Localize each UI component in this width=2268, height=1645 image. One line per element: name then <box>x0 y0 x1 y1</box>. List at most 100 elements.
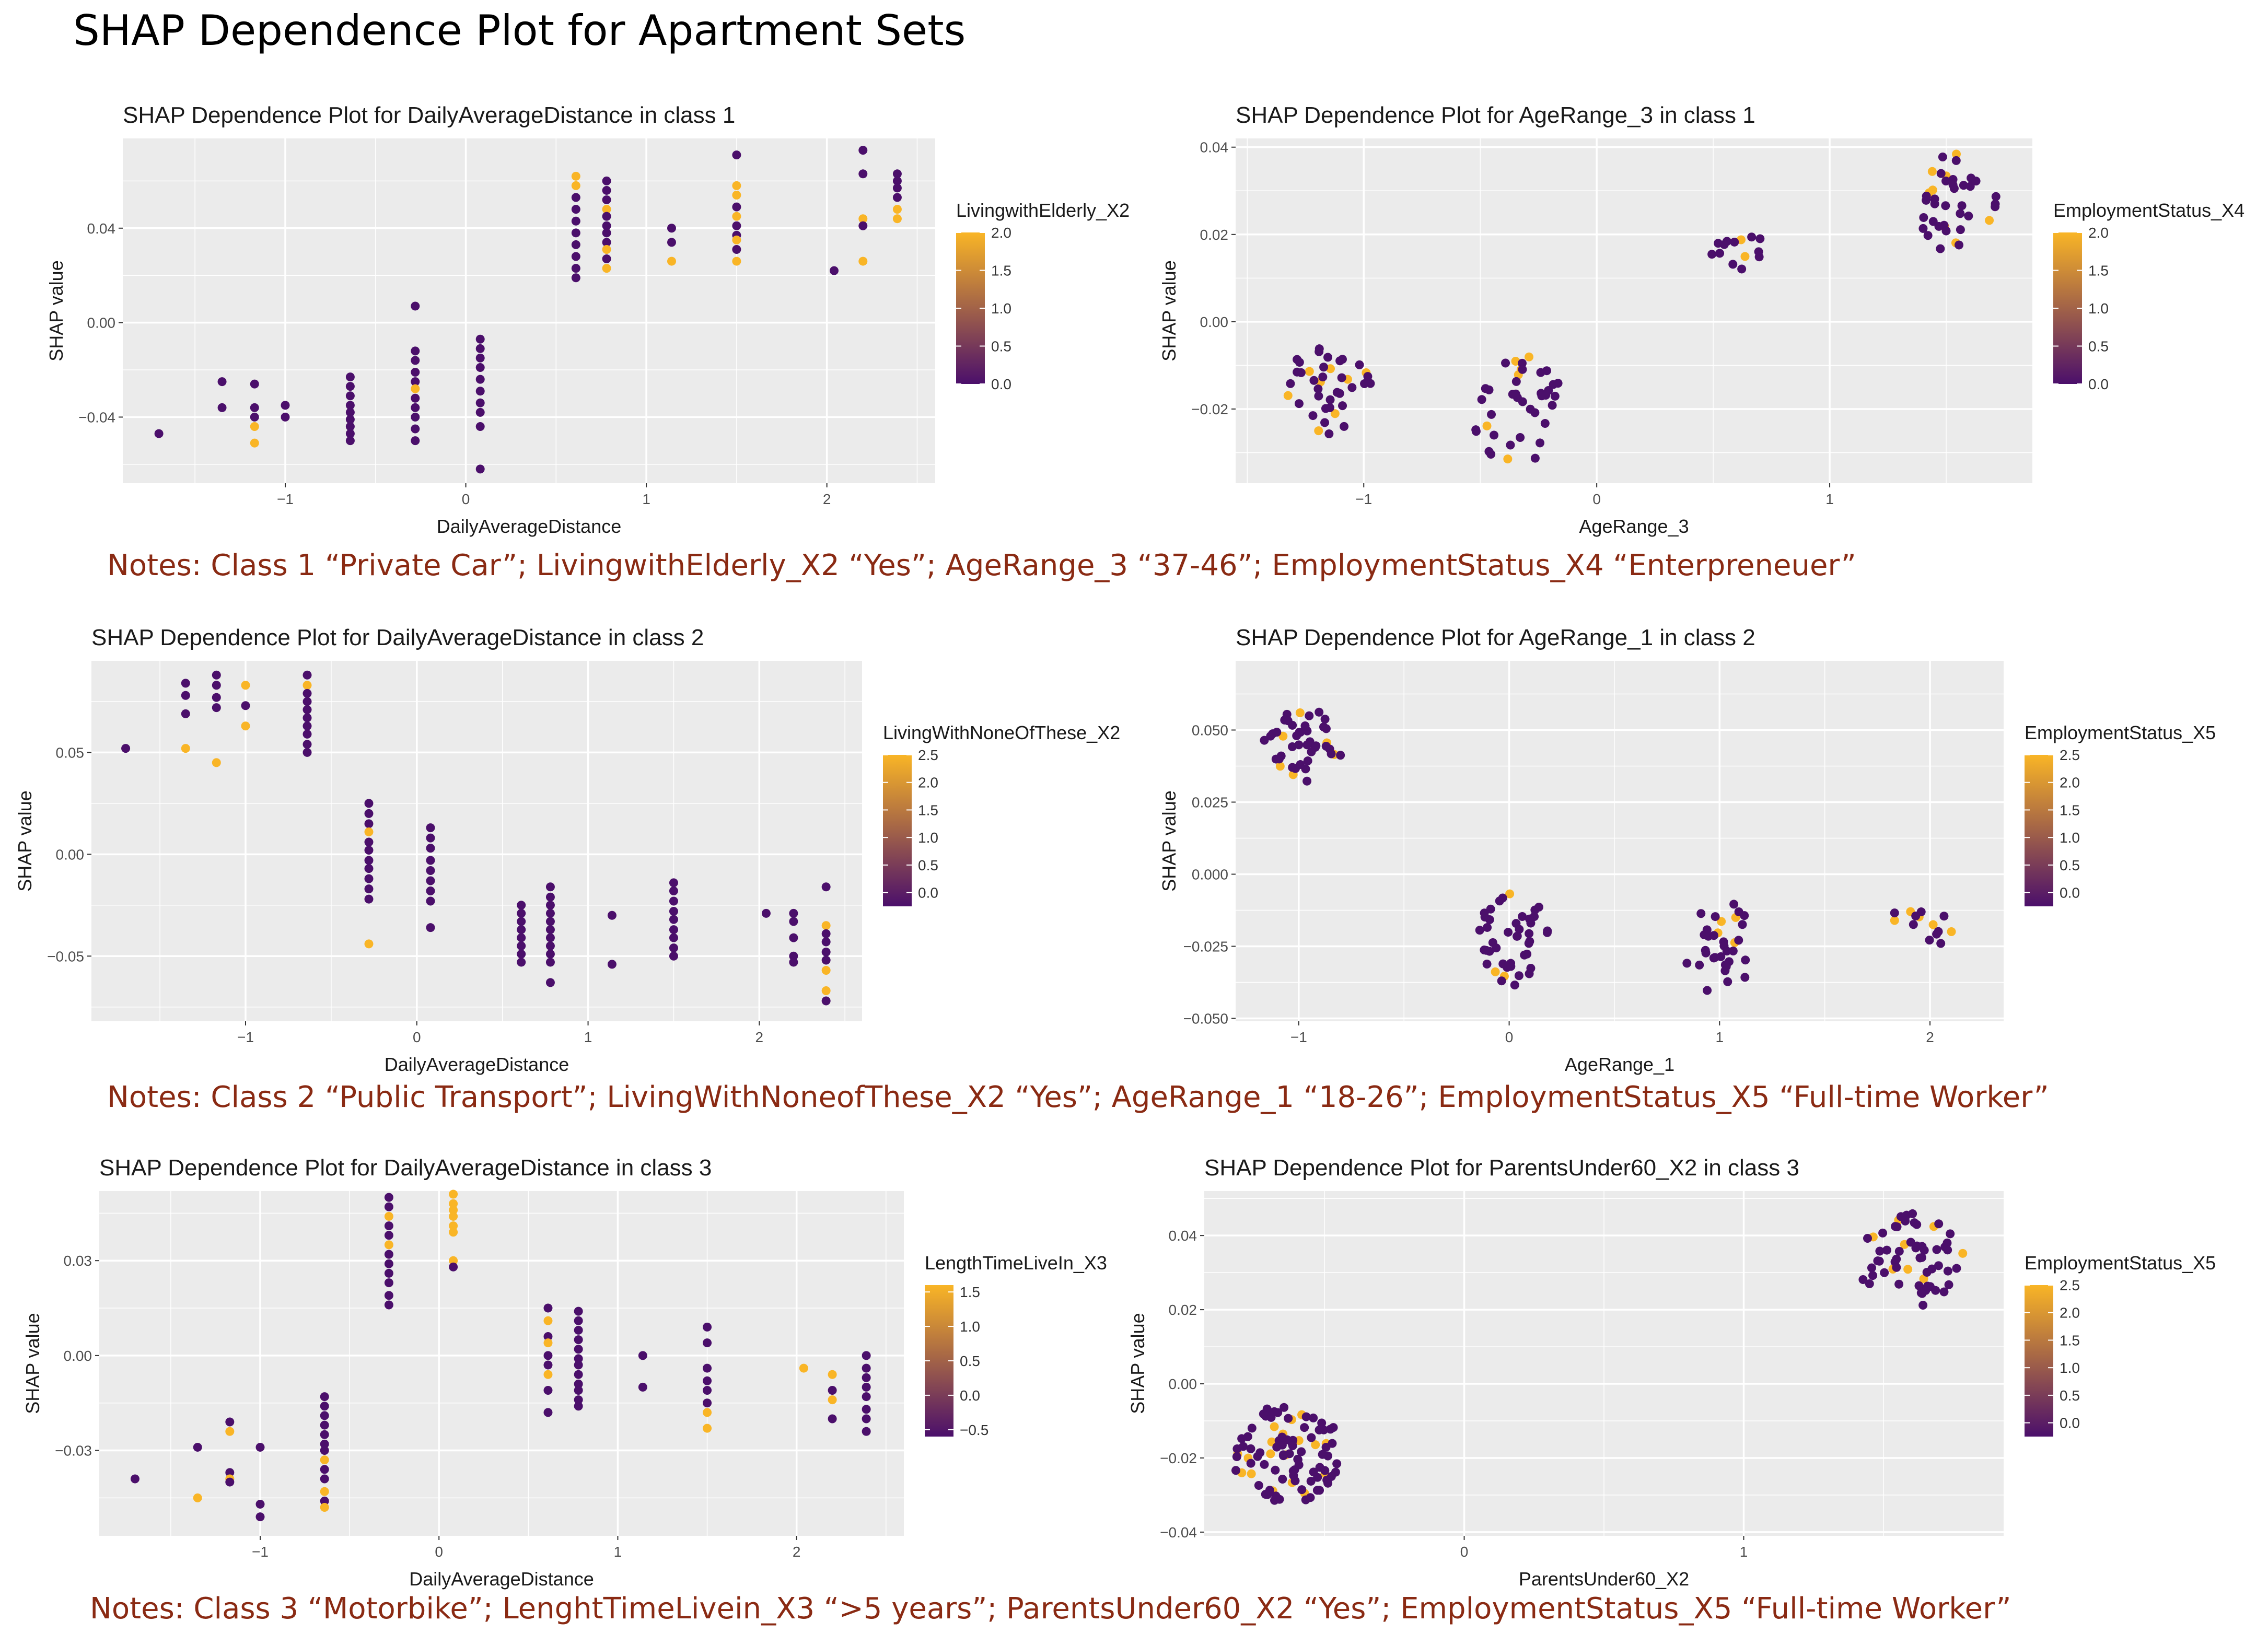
chart-class1-daily-distance: SHAP Dependence Plot for DailyAverageDis… <box>5 99 1155 549</box>
scatter-plot-svg: SHAP Dependence Plot for DailyAverageDis… <box>45 102 1130 537</box>
data-point <box>1715 249 1725 258</box>
data-point <box>1283 391 1293 400</box>
data-point <box>1318 1450 1327 1459</box>
data-point <box>1525 929 1534 938</box>
data-point <box>1892 1222 1902 1232</box>
data-point <box>1337 373 1346 382</box>
legend-tick-label: 0.0 <box>2088 376 2109 392</box>
x-tick-label: −1 <box>1290 1029 1307 1045</box>
data-point <box>862 1363 871 1373</box>
data-point <box>303 729 312 739</box>
data-point <box>364 864 374 873</box>
data-point <box>1927 167 1937 176</box>
data-point <box>475 387 485 396</box>
data-point <box>1340 422 1349 431</box>
legend-colorbar <box>2025 1285 2053 1437</box>
data-point <box>821 947 831 956</box>
data-point <box>217 403 227 412</box>
legend-tick-label: 1.0 <box>2060 830 2080 846</box>
data-point <box>1260 1460 1269 1469</box>
data-point <box>250 412 259 422</box>
data-point <box>1526 964 1536 973</box>
data-point <box>1955 240 1964 250</box>
plot-title: SHAP Dependence Plot for DailyAverageDis… <box>123 102 735 128</box>
data-point <box>1270 1422 1279 1431</box>
data-point <box>1480 912 1490 921</box>
data-point <box>1867 1263 1876 1273</box>
data-point <box>384 1231 393 1240</box>
data-point <box>799 1363 808 1373</box>
data-point <box>411 436 420 446</box>
data-point <box>571 193 580 202</box>
data-point <box>732 202 741 212</box>
data-point <box>545 901 555 910</box>
data-point <box>1294 740 1304 750</box>
data-point <box>602 195 611 205</box>
y-tick-label: 0.050 <box>1192 722 1228 738</box>
data-point <box>892 193 902 202</box>
x-tick-label: 1 <box>642 491 650 507</box>
data-point <box>121 744 131 753</box>
data-point <box>345 436 355 446</box>
data-point <box>1337 355 1347 364</box>
data-point <box>703 1338 712 1348</box>
x-tick-label: 1 <box>1740 1544 1748 1560</box>
data-point <box>449 1262 458 1271</box>
legend-tick-label: 2.0 <box>2060 775 2080 791</box>
y-axis-label: SHAP value <box>22 1313 43 1414</box>
data-point <box>364 809 374 818</box>
data-point <box>1312 1486 1322 1495</box>
data-point <box>1338 401 1347 411</box>
legend-tick-label: 1.5 <box>918 802 938 818</box>
data-point <box>1965 182 1975 191</box>
data-point <box>411 384 420 393</box>
chart-class1-agerange3: SHAP Dependence Plot for AgeRange_3 in c… <box>1158 99 2262 549</box>
data-point <box>449 1211 458 1221</box>
data-point <box>1332 1459 1342 1468</box>
data-point <box>1513 931 1522 941</box>
data-point <box>545 925 555 935</box>
data-point <box>1293 1455 1302 1464</box>
data-point <box>1716 952 1726 961</box>
legend-title: LivingwithElderly_X2 <box>956 200 1130 221</box>
data-point <box>364 827 374 836</box>
legend-tick-label: 0.0 <box>960 1387 980 1404</box>
data-point <box>1292 731 1301 740</box>
plot-panel <box>1236 661 2004 1021</box>
data-point <box>545 978 555 987</box>
data-point <box>364 799 374 808</box>
data-point <box>364 837 374 847</box>
data-point <box>320 1411 329 1420</box>
data-point <box>384 1300 393 1310</box>
plot-panel <box>91 661 862 1021</box>
data-point <box>281 401 290 410</box>
data-point <box>1300 1423 1309 1432</box>
data-point <box>1880 1268 1889 1277</box>
data-point <box>1290 1476 1300 1486</box>
data-point <box>1300 721 1310 730</box>
data-point <box>241 721 250 731</box>
data-point <box>1516 433 1525 442</box>
data-point <box>384 1240 393 1250</box>
data-point <box>574 1395 583 1405</box>
data-point <box>426 876 435 885</box>
data-point <box>1911 911 1921 920</box>
data-point <box>1297 1447 1306 1456</box>
data-point <box>669 951 678 961</box>
data-point <box>1901 1216 1910 1226</box>
data-point <box>703 1376 712 1385</box>
data-point <box>1491 967 1500 976</box>
data-point <box>1315 1425 1324 1434</box>
data-point <box>703 1424 712 1433</box>
data-point <box>1878 1228 1888 1238</box>
data-point <box>1918 224 1928 233</box>
plot-panel <box>123 138 935 483</box>
data-point <box>1309 1467 1318 1477</box>
data-point <box>1923 231 1933 240</box>
data-point <box>384 1259 393 1268</box>
data-point <box>364 874 374 883</box>
plot-title: SHAP Dependence Plot for AgeRange_1 in c… <box>1236 625 1755 650</box>
data-point <box>1486 450 1496 459</box>
legend-title: EmploymentStatus_X5 <box>2025 1252 2216 1274</box>
data-point <box>1237 1434 1247 1443</box>
